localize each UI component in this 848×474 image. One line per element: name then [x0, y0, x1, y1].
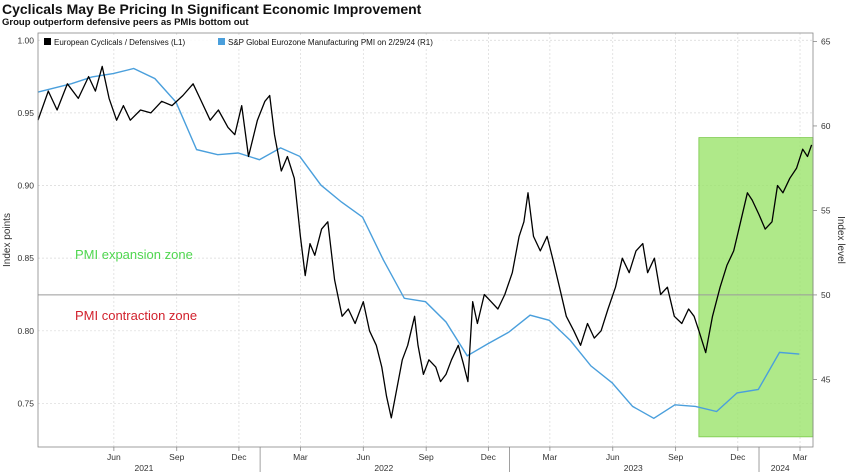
y-tick-left-label: 0.90	[17, 181, 34, 191]
x-tick-label: Sep	[169, 452, 184, 462]
year-label: 2024	[771, 463, 790, 473]
x-tick-label: Mar	[543, 452, 558, 462]
x-tick-label: Jun	[107, 452, 121, 462]
y-tick-right-label: 65	[821, 36, 831, 46]
annotation-contraction-zone: PMI contraction zone	[75, 308, 197, 323]
year-label: 2022	[374, 463, 393, 473]
y-tick-left-label: 0.75	[17, 398, 34, 408]
legend-swatch-cyclicals	[44, 38, 51, 45]
y-tick-right-label: 45	[821, 374, 831, 384]
x-tick-label: Mar	[293, 452, 308, 462]
x-tick-label: Jun	[356, 452, 370, 462]
legend-background	[40, 35, 450, 49]
x-tick-label: Jun	[606, 452, 620, 462]
legend-entry-pmi: S&P Global Eurozone Manufacturing PMI on…	[228, 38, 433, 47]
plot-frame	[37, 32, 814, 448]
y-tick-right-label: 60	[821, 121, 831, 131]
y-tick-right-label: 50	[821, 290, 831, 300]
x-tick-label: Dec	[730, 452, 746, 462]
x-tick-label: Dec	[231, 452, 247, 462]
axis-ticks: 1.00 0.95 0.90 0.85 0.80 0.75 65 60 55 50 45 Jun Sep…	[17, 35, 830, 473]
grid	[38, 33, 813, 447]
x-tick-label: Dec	[481, 452, 497, 462]
y-tick-left-label: 0.95	[17, 108, 34, 118]
y-tick-right-label: 55	[821, 205, 831, 215]
chart-title: Cyclicals May Be Pricing In Significant …	[2, 1, 422, 17]
highlight-box	[698, 137, 814, 438]
legend: European Cyclicals / Defensives (L1) S&P…	[40, 35, 450, 49]
legend-swatch-pmi	[218, 38, 225, 45]
x-tick-label: Mar	[793, 452, 808, 462]
x-tick-label: Sep	[668, 452, 683, 462]
series-line-cyclicals-defensives	[37, 65, 813, 419]
year-label: 2023	[624, 463, 643, 473]
legend-entry-cyclicals: European Cyclicals / Defensives (L1)	[54, 38, 186, 47]
x-tick-label: Sep	[419, 452, 434, 462]
series-line-pmi	[37, 67, 800, 420]
chart-subtitle: Group outperform defensive peers as PMIs…	[2, 17, 249, 28]
y-tick-left-label: 0.80	[17, 326, 34, 336]
y-axis-label-left: Index points	[2, 213, 13, 267]
annotation-expansion-zone: PMI expansion zone	[75, 247, 193, 262]
y-tick-left-label: 0.85	[17, 253, 34, 263]
year-label: 2021	[134, 463, 153, 473]
y-tick-left-label: 1.00	[17, 35, 34, 45]
y-axis-label-right: Index level	[835, 216, 846, 264]
